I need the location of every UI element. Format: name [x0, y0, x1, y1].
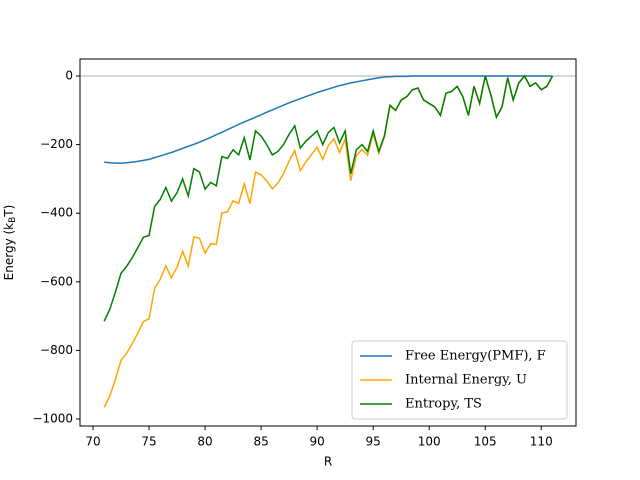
x-tick-label: 105	[474, 435, 497, 449]
x-tick-label: 110	[530, 435, 553, 449]
series-line	[103, 74, 554, 322]
y-axis-label-part: B	[8, 217, 18, 223]
y-tick-label: −400	[40, 206, 73, 220]
y-axis-label-part: T)	[2, 205, 16, 218]
x-tick-label: 90	[309, 435, 324, 449]
y-tick-label: −1000	[32, 412, 73, 426]
y-tick-label: 0	[65, 69, 73, 83]
legend-label: Entropy, TS	[405, 397, 482, 412]
series-line	[104, 75, 553, 164]
y-tick-label: −600	[40, 274, 73, 288]
x-tick-label: 85	[253, 435, 268, 449]
y-axis-label: Energy (kBT)	[2, 205, 18, 281]
y-axis-label-part: Energy (k	[2, 223, 16, 281]
y-tick-label: −800	[40, 343, 73, 357]
legend-label: Internal Energy, U	[405, 373, 527, 388]
plot-frame	[79, 58, 577, 427]
legend-label: Free Energy(PMF), F	[405, 349, 546, 364]
y-tick-label: −200	[40, 137, 73, 151]
x-tick-label: 80	[197, 435, 212, 449]
x-tick-label: 70	[85, 435, 100, 449]
legend-box	[351, 340, 568, 420]
x-tick-label: 95	[366, 435, 381, 449]
x-tick-label: 75	[141, 435, 156, 449]
x-tick-label: 100	[418, 435, 441, 449]
x-axis-label: R	[324, 455, 332, 469]
